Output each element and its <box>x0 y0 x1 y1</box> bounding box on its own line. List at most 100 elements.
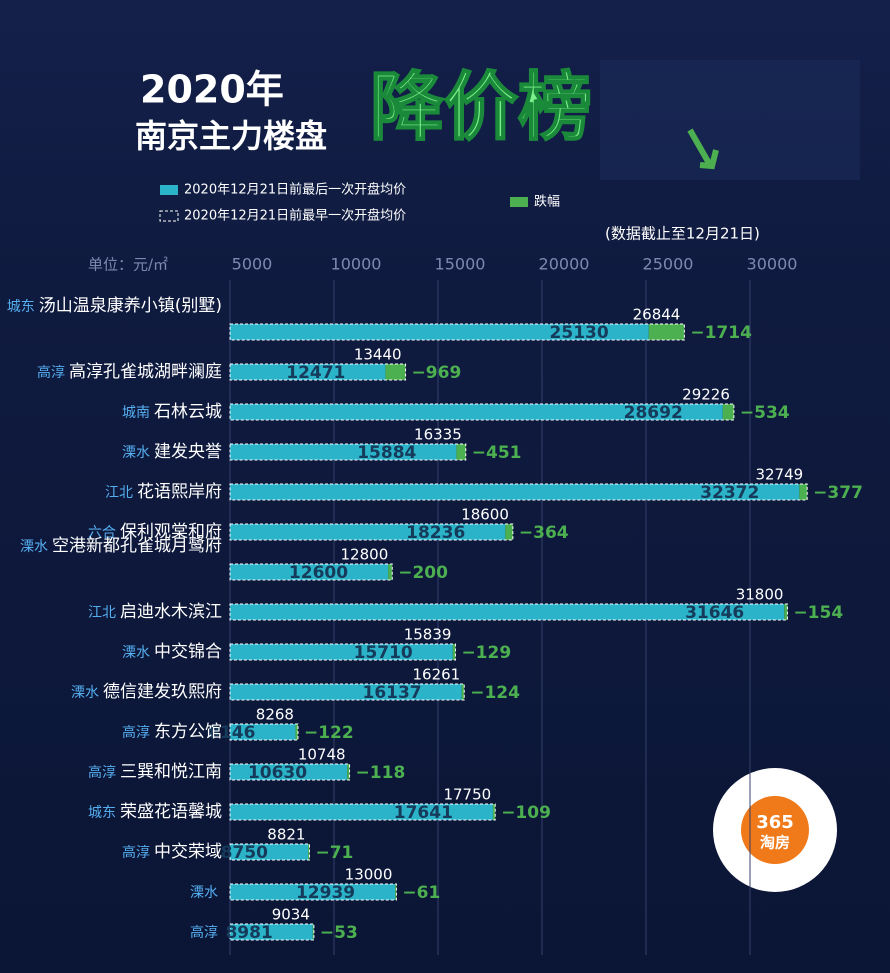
x-tick-label: 20000 <box>539 255 590 274</box>
value-label-drop: −364 <box>519 523 569 543</box>
value-label-latest: 12939 <box>296 883 355 903</box>
value-label-earliest: 15839 <box>404 626 452 644</box>
bar-latest <box>230 324 649 340</box>
legend-swatch <box>510 197 528 207</box>
category-label: 溧水 空港新都孔雀城月鹭府 <box>4 536 222 557</box>
bar-drop <box>456 444 466 460</box>
category-label: 溧水 中交锦合 <box>4 642 222 663</box>
value-label-latest: 8981 <box>225 923 272 943</box>
value-label-drop: −154 <box>793 603 843 623</box>
district-label: 六合 <box>88 525 116 541</box>
district-label: 城东 <box>6 299 35 315</box>
category-label: 江北 花语熙岸府 <box>4 482 222 503</box>
category-label: 溧水 <box>4 882 222 903</box>
bar-earliest <box>229 403 735 421</box>
note: (数据截止至12月21日) <box>605 225 760 243</box>
category-name: 汤山温泉康养小镇(别墅) <box>38 296 222 316</box>
legend-swatch <box>159 210 179 222</box>
value-label-earliest: 17750 <box>443 786 491 804</box>
down-arrow <box>687 128 719 170</box>
unit-label: 单位：元/㎡ <box>88 256 168 274</box>
value-label-earliest: 12800 <box>341 546 389 564</box>
bar-latest <box>230 924 313 940</box>
bar-latest <box>230 684 462 700</box>
bar-latest <box>230 724 296 740</box>
district-label: 江北 <box>88 605 116 621</box>
bar-earliest <box>229 803 496 821</box>
title-highlight: 降价榜 <box>370 65 592 151</box>
value-label-latest: 12471 <box>286 363 345 383</box>
value-label-drop: −969 <box>412 363 462 383</box>
bar-drop <box>295 724 298 740</box>
value-label-earliest: 13440 <box>354 346 402 364</box>
bar-drop <box>505 524 513 540</box>
category-name: 石林云城 <box>154 402 222 422</box>
bar-latest <box>230 844 308 860</box>
bar-drop <box>461 684 465 700</box>
value-label-latest: 15884 <box>357 443 416 463</box>
value-label-earliest: 18600 <box>461 506 509 524</box>
bar-drop <box>799 484 808 500</box>
bar-earliest <box>229 763 351 781</box>
x-tick-label: 25000 <box>643 255 694 274</box>
bar-latest <box>230 764 348 780</box>
district-label: 城东 <box>88 805 116 821</box>
category-name: 三巽和悦江南 <box>120 762 222 782</box>
category-label: 高淳 <box>4 922 222 943</box>
category-name: 启迪水木滨江 <box>120 602 222 622</box>
value-label-drop: −200 <box>398 563 448 583</box>
bar-latest <box>230 644 453 660</box>
value-label-earliest: 13000 <box>345 866 393 884</box>
value-label-earliest: 31800 <box>736 586 784 604</box>
value-label-latest: 28692 <box>624 403 683 423</box>
bar-earliest <box>229 643 456 661</box>
value-label-drop: −61 <box>402 883 440 903</box>
category-label: 高淳 东方公馆 <box>4 722 222 743</box>
bar-latest <box>230 564 389 580</box>
value-label-drop: −1714 <box>690 323 752 343</box>
bar-earliest <box>229 323 685 341</box>
district-label: 高淳 <box>37 365 65 381</box>
category-name: 东方公馆 <box>154 722 222 742</box>
bar-earliest <box>229 563 393 581</box>
svg-text:365: 365 <box>756 812 794 833</box>
district-label: 溧水 <box>71 685 99 701</box>
legend-label: 跌幅 <box>534 194 560 210</box>
district-label: 高淳 <box>122 725 150 741</box>
value-label-drop: −118 <box>356 763 406 783</box>
value-label-drop: −377 <box>813 483 863 503</box>
category-name: 高淳孔雀城湖畔澜庭 <box>69 362 222 382</box>
value-label-earliest: 26844 <box>633 306 681 324</box>
category-name: 德信建发玖熙府 <box>103 682 222 702</box>
district-label: 溧水 <box>190 885 218 901</box>
district-label: 溧水 <box>20 539 48 555</box>
bar-drop <box>385 364 406 380</box>
bar-drop <box>648 324 685 340</box>
value-label-latest: 32372 <box>700 483 759 503</box>
bar-earliest <box>229 843 310 861</box>
bar-earliest <box>229 363 407 381</box>
bar-latest <box>230 604 785 620</box>
value-label-earliest: 9034 <box>272 906 310 924</box>
category-name: 保利观棠和府 <box>120 522 222 542</box>
title-main: 南京主力楼盘 <box>135 117 327 155</box>
district-label: 溧水 <box>122 445 150 461</box>
title-year: 2020年 <box>140 68 284 112</box>
bar-drop <box>784 604 788 620</box>
district-label: 江北 <box>105 485 133 501</box>
bar-latest <box>230 364 386 380</box>
category-label: 溧水 德信建发玖熙府 <box>4 682 222 703</box>
bar-drop <box>388 564 393 580</box>
district-label: 溧水 <box>122 645 150 661</box>
value-label-latest: 8146 <box>208 723 255 743</box>
legend-swatch <box>160 185 178 195</box>
value-label-latest: 18236 <box>406 523 465 543</box>
value-label-latest: 25130 <box>550 323 609 343</box>
category-name: 建发央誉 <box>154 442 222 462</box>
svg-text:淘房: 淘房 <box>759 834 790 852</box>
bar-drop <box>312 924 314 940</box>
district-label: 高淳 <box>122 845 150 861</box>
district-label: 高淳 <box>190 925 218 941</box>
category-label: 高淳 中交荣域 <box>4 842 222 863</box>
bar-latest <box>230 484 800 500</box>
